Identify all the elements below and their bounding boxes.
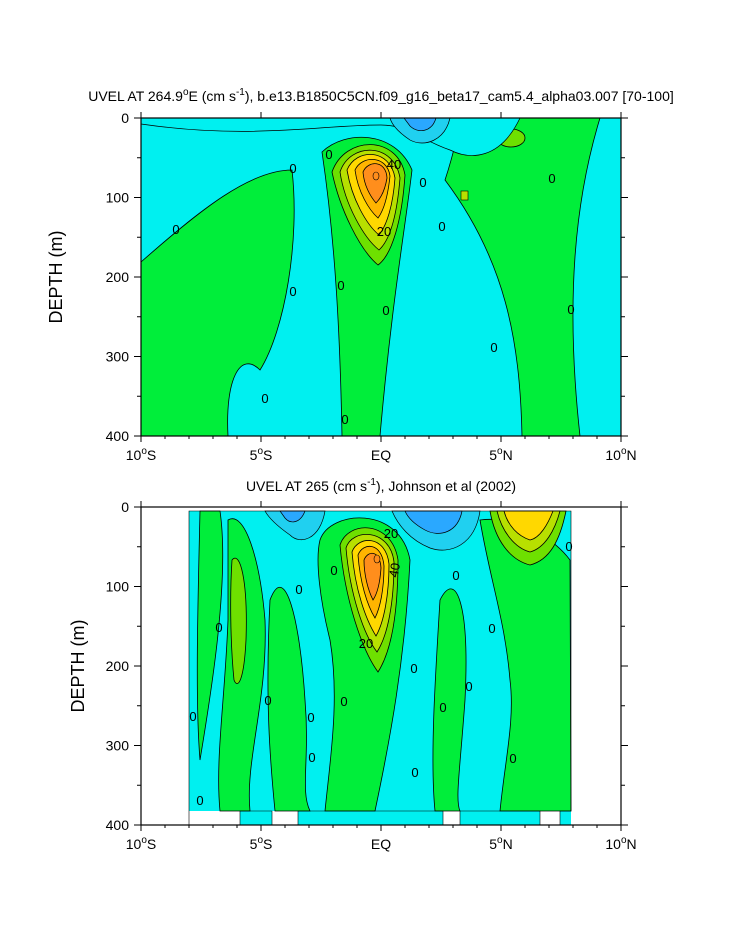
contour-label: 0 (452, 568, 459, 583)
panel-model-ylabel: DEPTH (m) (46, 231, 66, 324)
contour-label: 0 (439, 700, 446, 715)
contour-label: 0 (308, 750, 315, 765)
x-tick-label: 10oN (605, 446, 636, 463)
contour-label: 0 (438, 219, 445, 234)
y-tick-label: 200 (106, 658, 130, 674)
panel-obs-ylabel: DEPTH (m) (68, 620, 88, 713)
y-tick-label: 300 (106, 349, 130, 365)
x-tick-label: 5oS (250, 835, 273, 852)
contour-label: 0 (196, 793, 203, 808)
contour-label: 0 (488, 621, 495, 636)
contour-label: 40 (386, 562, 403, 579)
contour-label: 0 (419, 175, 426, 190)
x-tick-label: 5oN (489, 835, 512, 852)
contour-label: 20 (359, 636, 373, 651)
panel-obs-field (188, 510, 572, 825)
y-tick-label: 400 (106, 428, 130, 444)
contour-label: 0 (509, 751, 516, 766)
panel-model-field (141, 118, 621, 436)
contour-label: 0 (215, 620, 222, 635)
y-tick-label: 100 (106, 190, 130, 206)
contour-label: 0 (261, 391, 268, 406)
y-tick-label: 400 (106, 817, 130, 833)
contour-label: 0 (567, 302, 574, 317)
contour-label: 40 (387, 157, 401, 172)
contour-label: 0 (337, 278, 344, 293)
contour-label: 20 (384, 526, 398, 541)
x-tick-label: 10oS (126, 835, 156, 852)
panel-obs: UVEL AT 265 (cm s-1), Johnson et al (200… (68, 477, 637, 852)
panel-model: UVEL AT 264.9oE (cm s-1), b.e13.B1850C5C… (46, 87, 674, 463)
contour-label: 0 (325, 147, 332, 162)
y-tick-label: 0 (121, 499, 129, 515)
contour-label: 0 (548, 171, 555, 186)
x-tick-label: EQ (371, 836, 391, 852)
contour-label: 0 (264, 693, 271, 708)
x-tick-label: 5oN (489, 446, 512, 463)
panel-model-title: UVEL AT 264.9oE (cm s-1), b.e13.B1850C5C… (88, 87, 674, 104)
x-tick-label: 10oN (605, 835, 636, 852)
contour-label: 0 (490, 340, 497, 355)
contour-label: 0 (172, 222, 179, 237)
y-tick-label: 200 (106, 269, 130, 285)
panel-model-contour-labels: 0 0 0 0 0 0 0 0 0 0 0 0 0 20 40 (172, 147, 574, 427)
contour-label: 20 (377, 224, 391, 239)
x-tick-label: 5oS (250, 446, 273, 463)
contour-label: 0 (295, 582, 302, 597)
contour-label: 0 (410, 661, 417, 676)
panel-obs-contour-labels: 0 0 0 0 0 0 0 0 0 0 0 0 0 0 0 0 0 20 40 … (189, 526, 572, 808)
contour-label: 0 (189, 709, 196, 724)
contour-label: 0 (341, 412, 348, 427)
y-tick-label: 300 (106, 738, 130, 754)
x-tick-label: 10oS (126, 446, 156, 463)
contour-label: 0 (411, 765, 418, 780)
contour-label: 0 (289, 161, 296, 176)
panel-obs-title: UVEL AT 265 (cm s-1), Johnson et al (200… (246, 477, 516, 494)
contour-label: 0 (330, 563, 337, 578)
contour-label: 0 (340, 694, 347, 709)
contour-label: 0 (289, 284, 296, 299)
x-tick-label: EQ (371, 447, 391, 463)
y-tick-label: 0 (121, 110, 129, 126)
contour-label: 0 (565, 539, 572, 554)
contour-label: 0 (382, 303, 389, 318)
contour-label: 0 (465, 679, 472, 694)
y-tick-label: 100 (106, 579, 130, 595)
contour-label: 0 (307, 710, 314, 725)
